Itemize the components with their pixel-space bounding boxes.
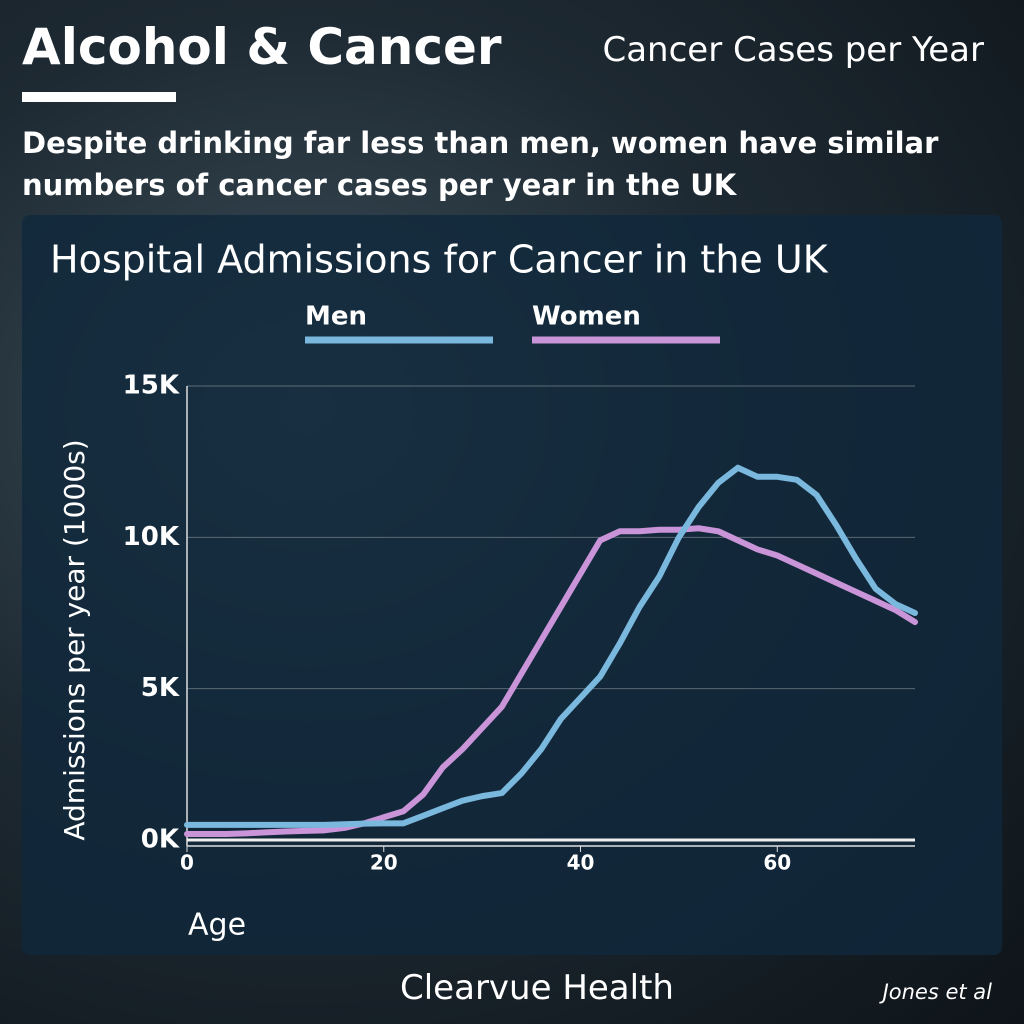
y-tick-label: 10K	[123, 522, 180, 552]
brand: Clearvue Health	[400, 968, 674, 1008]
x-tick-label: 20	[370, 851, 398, 875]
subtitle: Despite drinking far less than men, wome…	[22, 126, 939, 202]
series-line	[184, 525, 918, 837]
x-tick-label: 40	[567, 851, 595, 875]
chart-title: Hospital Admissions for Cancer in the UK	[50, 238, 829, 282]
y-axis-label: Admissions per year (1000s)	[58, 439, 91, 840]
tagline: Cancer Cases per Year	[602, 30, 984, 70]
legend-label: Men	[305, 302, 367, 332]
y-tick-label: 0K	[141, 825, 180, 855]
title-underline	[22, 92, 176, 102]
source: Jones et al	[882, 980, 992, 1004]
y-tick-label: 15K	[123, 371, 180, 401]
y-tick-label: 5K	[141, 673, 180, 703]
x-tick-label: 0	[180, 851, 194, 875]
legend-label: Women	[532, 302, 641, 332]
title: Alcohol & Cancer	[22, 18, 502, 76]
x-axis-label: Age	[188, 908, 246, 943]
series-line	[184, 464, 918, 828]
x-tick-label: 60	[763, 851, 791, 875]
